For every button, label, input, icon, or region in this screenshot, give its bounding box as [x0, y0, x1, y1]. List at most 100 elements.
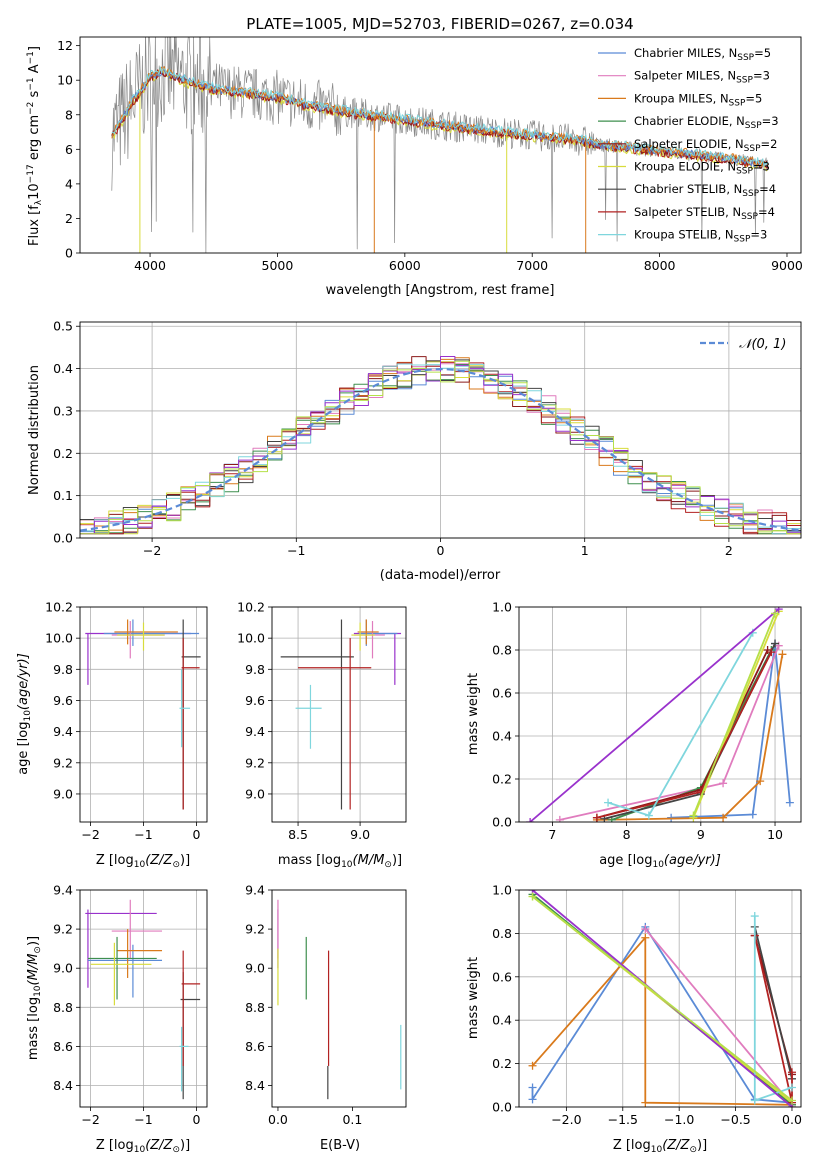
legend-entry: Salpeter ELODIE, NSSP=2 — [634, 137, 777, 154]
y-tick-label: 10.0 — [45, 631, 73, 646]
weight-marker — [528, 1083, 537, 1092]
ticks-ebv-mass: 0.0 0.1 8.4 8.6 8.8 9.0 9.2 9.4 — [245, 883, 362, 1128]
weight-marker — [750, 912, 759, 921]
axes-mass-age: 8.5 9.0 9.0 9.2 9.4 9.6 9.8 10.0 10.2 — [237, 600, 407, 842]
axes-frame — [271, 606, 407, 823]
x-tick-label: 8 — [623, 827, 631, 842]
y-tick-label: 8.8 — [53, 1000, 73, 1015]
weight-marker — [689, 811, 698, 820]
ticks-age-weight: 7 8 9 10 0.0 0.2 0.4 0.6 0.8 1.0 — [492, 600, 783, 843]
legend: Chabrier MILES, NSSP=5 Salpeter MILES, NS… — [598, 46, 779, 245]
x-tick-label: 0.0 — [268, 1112, 288, 1127]
y-tick-label: 0.6 — [492, 969, 512, 984]
weight-marker — [771, 609, 780, 618]
y-tick-label: 0 — [65, 246, 73, 261]
y-tick-label: 10.2 — [237, 600, 265, 615]
y-tick-label: 8.6 — [53, 1039, 73, 1054]
y-tick-label: 9.8 — [53, 662, 73, 677]
y-tick-label: 9.2 — [53, 922, 73, 937]
weight-marker — [526, 818, 535, 822]
axes-frame — [518, 889, 802, 1108]
y-axis-label: mass weight — [466, 957, 481, 1039]
ticks-z-mass: −2 −1 0 8.4 8.6 8.8 9.0 9.2 9.4 — [53, 883, 200, 1128]
weight-marker — [719, 813, 728, 822]
y-tick-label: 9.0 — [245, 786, 265, 801]
y-axis-label: Flux [fλ10−17 erg cm−2 s−1 A−1] — [26, 46, 44, 246]
y-axis-label: age [log10(age/yr)] — [16, 653, 33, 775]
y-tick-label: 0.2 — [53, 446, 73, 461]
weight-marker — [787, 1096, 796, 1105]
weight-marker — [641, 925, 650, 934]
weight-line — [531, 895, 793, 1102]
axes-z-age: −2 −1 0 9.0 9.2 9.4 9.6 9.8 10.0 10.2 — [45, 600, 208, 842]
x-tick-label: −2 — [81, 1112, 99, 1127]
axes-frame — [79, 36, 802, 254]
y-tick-label: 9.4 — [245, 883, 265, 898]
weight-line — [753, 926, 793, 1080]
axes-frame — [518, 606, 802, 823]
x-axis-label: (data-model)/error — [380, 568, 501, 583]
y-tick-label: 0.8 — [492, 926, 512, 941]
axes-spectrum: 4000 5000 6000 7000 8000 9000 0 2 4 6 8 10 12 — [57, 36, 803, 273]
y-tick-label: 9.2 — [245, 755, 265, 770]
y-tick-label: 0.2 — [492, 772, 512, 787]
weight-marker — [528, 1095, 537, 1104]
plot-area-z-age — [85, 619, 201, 810]
y-tick-label: 8.4 — [245, 1078, 265, 1093]
y-tick-label: 0.0 — [492, 1100, 512, 1115]
weight-marker — [767, 648, 776, 657]
axes-frame — [271, 889, 407, 1108]
plot-area-spectrum — [111, 37, 769, 253]
x-tick-label: 0 — [192, 1112, 200, 1127]
legend-entry: Salpeter STELIB, NSSP=4 — [634, 205, 775, 222]
ticks-spectrum: 4000 5000 6000 7000 8000 9000 0 2 4 6 8 10 12 — [57, 38, 803, 273]
x-tick-label: −1 — [134, 1112, 152, 1127]
y-tick-label: 0.0 — [492, 815, 512, 830]
weight-marker — [604, 798, 613, 807]
x-tick-label: 0 — [192, 827, 200, 842]
y-tick-label: 9.4 — [53, 724, 73, 739]
weight-marker — [644, 811, 653, 820]
normal-curve — [80, 368, 801, 532]
y-tick-label: 2 — [65, 211, 73, 226]
axes-frame — [79, 321, 802, 539]
weight-marker — [641, 933, 650, 942]
x-tick-label: −1.5 — [608, 1112, 638, 1127]
weight-marker — [528, 892, 537, 901]
y-tick-label: 0.4 — [492, 1013, 512, 1028]
x-tick-label: 2 — [725, 543, 733, 558]
weight-marker — [719, 779, 728, 788]
x-tick-label: 9000 — [771, 258, 803, 273]
plot-area-mass-age — [280, 619, 402, 810]
weight-line — [692, 610, 780, 819]
y-axis-label: mass [log10(M/M⊙)] — [26, 936, 43, 1060]
x-axis-label: mass [log10(M/M⊙)] — [278, 853, 402, 870]
weight-line — [531, 926, 793, 1104]
chart-title: PLATE=1005, MJD=52703, FIBERID=0267, z=0… — [246, 15, 633, 33]
y-tick-label: 8.4 — [53, 1078, 73, 1093]
plot-area-residuals — [80, 356, 801, 535]
y-tick-label: 8 — [65, 107, 73, 122]
x-tick-label: 0 — [437, 543, 445, 558]
y-tick-label: 0.1 — [53, 488, 73, 503]
y-tick-label: 9.4 — [53, 883, 73, 898]
legend-entry: Kroupa ELODIE, NSSP=3 — [634, 160, 770, 177]
y-tick-label: 6 — [65, 142, 73, 157]
weight-marker — [787, 1068, 796, 1077]
weight-line — [644, 928, 793, 1106]
y-tick-label: 9.2 — [245, 922, 265, 937]
y-tick-label: 0.0 — [53, 531, 73, 546]
weight-marker — [756, 777, 765, 786]
plot-area-ebv-mass — [277, 899, 402, 1100]
plot-area-age-weight — [526, 607, 794, 822]
x-tick-label: 10 — [767, 827, 783, 842]
grid-mass-age — [272, 606, 406, 822]
axes-ebv-mass: 0.0 0.1 8.4 8.6 8.8 9.0 9.2 9.4 — [245, 883, 407, 1128]
y-tick-label: 4 — [65, 176, 73, 191]
legend-entry: Chabrier MILES, NSSP=5 — [634, 46, 771, 63]
x-tick-label: −0.5 — [720, 1112, 750, 1127]
legend-entry: Salpeter MILES, NSSP=3 — [634, 69, 770, 86]
x-axis-label: E(B-V) — [320, 1138, 360, 1153]
weight-marker — [555, 815, 564, 822]
y-tick-label: 0.2 — [492, 1056, 512, 1071]
